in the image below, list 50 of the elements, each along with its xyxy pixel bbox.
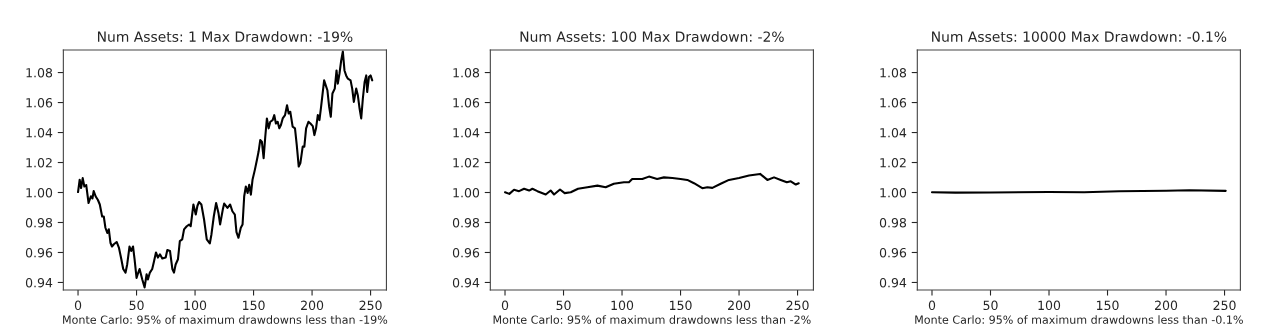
- y-tick-label: 0.94: [452, 277, 480, 288]
- x-tick-label: 200: [301, 300, 324, 311]
- y-tick-label: 1.04: [453, 128, 480, 138]
- x-tick-label: 0: [928, 300, 936, 311]
- x-tick-label: 250: [1213, 300, 1236, 311]
- x-tick-label: 150: [1096, 300, 1119, 311]
- y-tick-label: 0.98: [452, 217, 480, 228]
- y-tick-label: 1.08: [453, 68, 480, 78]
- y-tick-label: 1.06: [453, 98, 480, 108]
- y-tick-label: 0.96: [452, 247, 480, 258]
- chart-title: Num Assets: 10000 Max Drawdown: -0.1%: [932, 31, 1227, 42]
- y-tick-label: 0.94: [879, 277, 907, 288]
- x-tick-label: 50: [556, 300, 571, 311]
- y-tick-label: 0.96: [879, 247, 907, 258]
- x-tick-label: 50: [983, 300, 998, 311]
- x-tick-label: 0: [501, 300, 509, 311]
- x-axis-title: Monte Carlo: 95% of maximum drawdowns less than -0.1%: [915, 315, 1243, 324]
- x-tick-label: 100: [611, 300, 634, 311]
- y-tick-label: 1.06: [26, 98, 53, 108]
- x-tick-label: 250: [786, 300, 809, 311]
- x-tick-label: 200: [728, 300, 751, 311]
- y-tick-label: 1.04: [880, 128, 907, 138]
- y-tick-label: 1.08: [26, 68, 53, 78]
- y-tick-label: 1.06: [880, 98, 907, 108]
- x-tick-label: 100: [184, 300, 207, 311]
- x-tick-label: 150: [669, 300, 692, 311]
- x-tick-label: 0: [74, 300, 82, 311]
- x-axis-title: Monte Carlo: 95% of maximum drawdowns less than -19%: [63, 315, 388, 324]
- x-tick-label: 200: [1155, 300, 1178, 311]
- x-tick-label: 150: [243, 300, 265, 311]
- y-tick-label: 1.02: [453, 157, 479, 168]
- y-tick-label: 1.00: [26, 187, 53, 198]
- x-axis-title: Monte Carlo: 95% of maximum drawdowns less than -2%: [493, 315, 811, 324]
- y-tick-label: 1.02: [880, 157, 906, 168]
- y-tick-label: 1.00: [453, 187, 480, 198]
- y-tick-label: 1.02: [26, 157, 52, 168]
- y-tick-label: 0.96: [25, 247, 53, 258]
- line-series: [77, 50, 374, 289]
- chart-title: Num Assets: 100 Max Drawdown: -2%: [520, 31, 784, 42]
- y-tick-label: 1.00: [880, 187, 907, 198]
- x-tick-label: 250: [359, 300, 382, 311]
- y-tick-label: 0.98: [879, 217, 907, 228]
- y-tick-label: 1.08: [880, 68, 907, 78]
- chart-title: Num Assets: 1 Max Drawdown: -19%: [97, 31, 353, 42]
- y-tick-label: 1.04: [26, 128, 53, 138]
- line-series: [503, 172, 800, 196]
- x-tick-label: 100: [1038, 300, 1061, 311]
- y-tick-label: 0.98: [25, 217, 53, 228]
- y-tick-label: 0.94: [25, 277, 53, 288]
- x-tick-label: 50: [129, 300, 144, 311]
